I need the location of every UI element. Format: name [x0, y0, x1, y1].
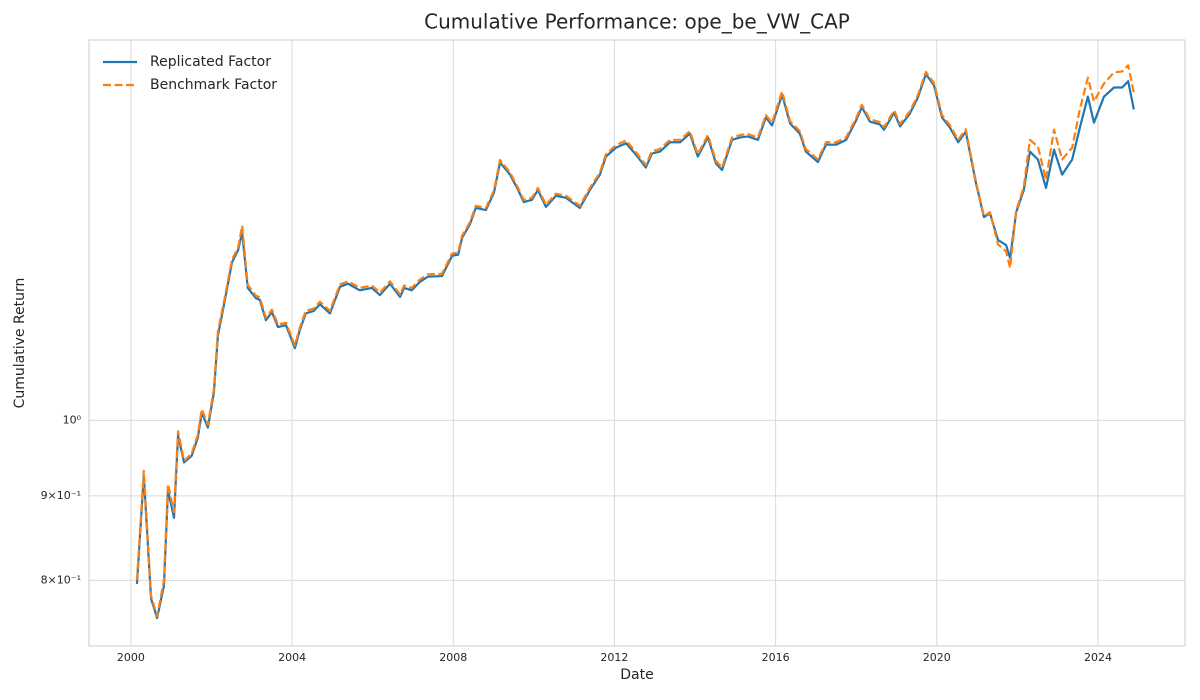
y-axis-label: Cumulative Return [12, 278, 28, 409]
legend-label: Replicated Factor [150, 54, 271, 70]
legend-label: Benchmark Factor [150, 77, 277, 93]
x-axis-label: Date [620, 667, 653, 683]
y-tick-label: 8×10⁻¹ [41, 573, 81, 586]
line-series [135, 64, 1135, 618]
x-tick-label: 2016 [762, 651, 790, 664]
x-tick-label: 2012 [600, 651, 628, 664]
x-tick-label: 2000 [117, 651, 145, 664]
x-tick-label: 2020 [923, 651, 951, 664]
y-tick-label: 10⁰ [63, 413, 82, 426]
x-tick-label: 2008 [439, 651, 467, 664]
y-tick-label: 9×10⁻¹ [41, 489, 81, 502]
x-tick-label: 2024 [1084, 651, 1112, 664]
plot-frame [88, 39, 1186, 647]
chart-title: Cumulative Performance: ope_be_VW_CAP [424, 10, 850, 34]
x-tick-label: 2004 [278, 651, 306, 664]
line-series [135, 73, 1135, 620]
